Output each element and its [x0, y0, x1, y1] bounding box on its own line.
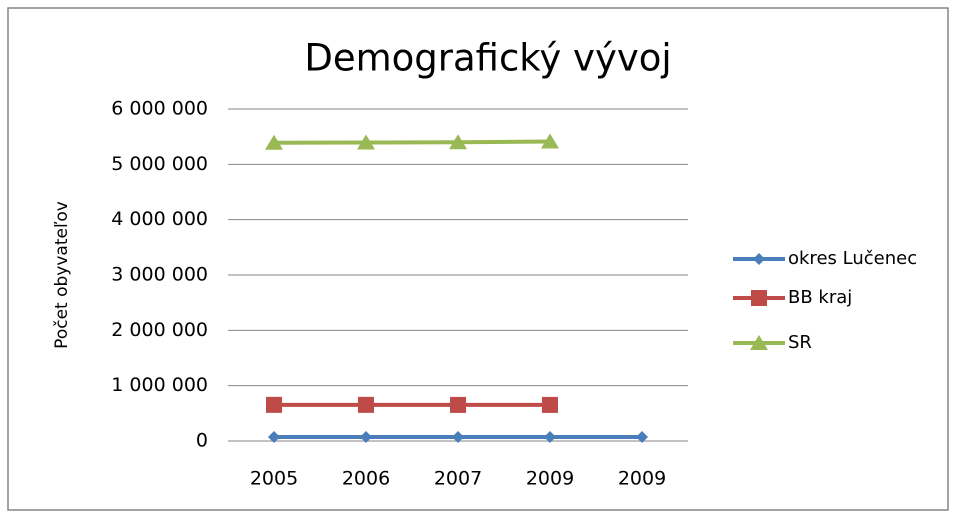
marker [449, 134, 467, 150]
marker [751, 290, 767, 306]
marker [750, 335, 768, 350]
marker [358, 396, 374, 413]
x-tick-label: 2005 [250, 468, 298, 490]
marker [357, 134, 375, 150]
legend-label: SR [788, 332, 812, 353]
x-tick-label: 2006 [342, 468, 390, 490]
marker [542, 396, 558, 413]
marker [541, 133, 559, 149]
marker [636, 430, 648, 443]
series-line [273, 139, 551, 145]
marker [452, 430, 464, 443]
marker [265, 134, 283, 150]
y-tick-label: 0 [196, 430, 208, 452]
marker [450, 396, 466, 413]
y-tick-label: 3 000 000 [111, 264, 208, 286]
marker [266, 396, 282, 413]
marker [268, 430, 280, 443]
legend-label: okres Lučenec [788, 248, 917, 269]
y-tick-label: 6 000 000 [111, 98, 208, 120]
x-tick-label: 2007 [434, 468, 482, 490]
chart-border [7, 7, 949, 511]
marker [360, 430, 372, 443]
y-axis-label: Počet obyvateľov [52, 201, 72, 349]
y-tick-label: 5 000 000 [111, 153, 208, 175]
x-tick-label: 2009 [526, 468, 574, 490]
y-tick-label: 4 000 000 [111, 208, 208, 230]
marker [544, 430, 556, 443]
marker [753, 253, 765, 265]
chart-title: Demografický vývoj [304, 37, 671, 80]
x-tick-label: 2009 [618, 468, 666, 490]
legend-label: BB kraj [788, 287, 852, 308]
y-tick-label: 2 000 000 [111, 319, 208, 341]
y-tick-label: 1 000 000 [111, 374, 208, 396]
